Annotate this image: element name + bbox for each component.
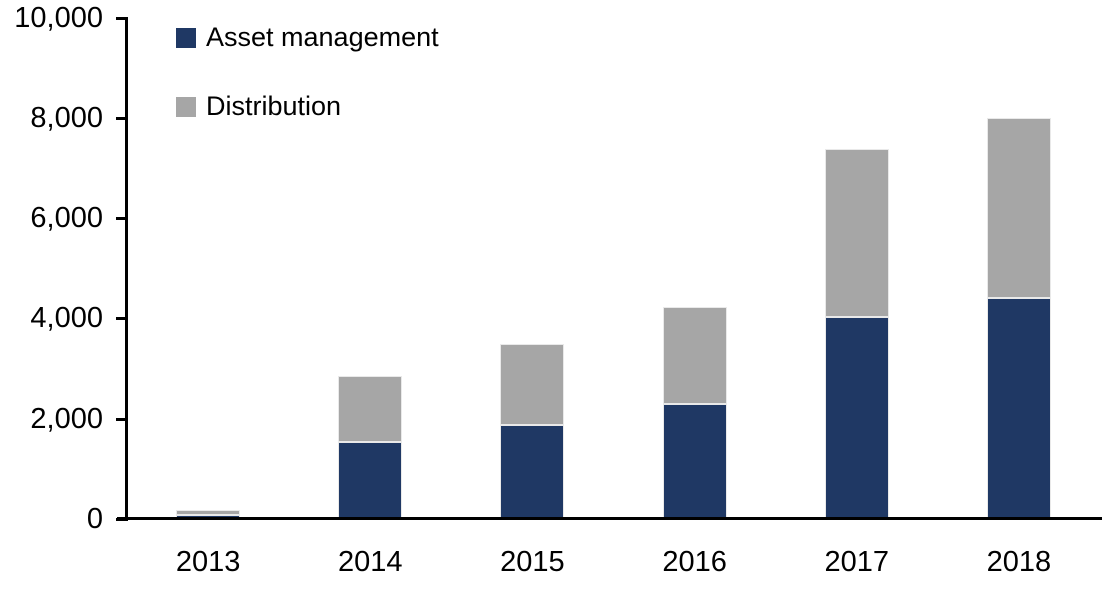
y-tick-label: 0 [86,503,103,535]
x-tick-label: 2014 [337,546,403,578]
x-tick-label: 2018 [986,546,1052,578]
legend-label-asset-management: Asset management [206,22,439,52]
y-axis-tick [116,317,128,321]
y-axis-line [125,18,128,520]
bar-segment-2013-distribution [176,509,241,515]
bar-segment-2018-asset-management [986,297,1051,520]
bar-segment-2016-distribution [662,306,727,405]
bar-segment-2014-asset-management [338,441,403,520]
legend: Asset management Distribution [176,22,439,162]
y-tick-label: 8,000 [30,101,103,134]
y-axis-tick [116,16,128,20]
legend-entry-asset-management: Asset management [176,22,439,52]
bar-segment-2017-distribution [824,149,889,318]
bar-segment-2015-asset-management [500,424,565,520]
x-tick-label: 2016 [662,546,727,578]
x-tick-label: 2015 [500,546,565,578]
y-tick-label: 2,000 [30,402,103,435]
y-tick-label: 4,000 [30,302,103,335]
legend-marker-distribution-icon [176,96,196,117]
y-tick-label: 10,000 [14,1,103,34]
bar-segment-2016-asset-management [662,404,727,520]
y-axis-tick [116,116,128,120]
x-axis-line [117,517,1102,520]
bar-segment-2018-distribution [986,118,1051,298]
bar-segment-2015-distribution [500,344,565,425]
bar-segment-2017-asset-management [824,317,889,520]
x-tick-label: 2013 [175,546,241,578]
y-axis-tick [116,417,128,421]
legend-marker-asset-management-icon [176,27,196,48]
y-axis-tick [116,217,128,221]
x-tick-label: 2017 [824,546,889,578]
bar-segment-2014-distribution [338,376,403,442]
legend-label-distribution: Distribution [206,91,342,121]
y-tick-label: 6,000 [30,202,103,235]
legend-entry-distribution: Distribution [176,91,439,121]
